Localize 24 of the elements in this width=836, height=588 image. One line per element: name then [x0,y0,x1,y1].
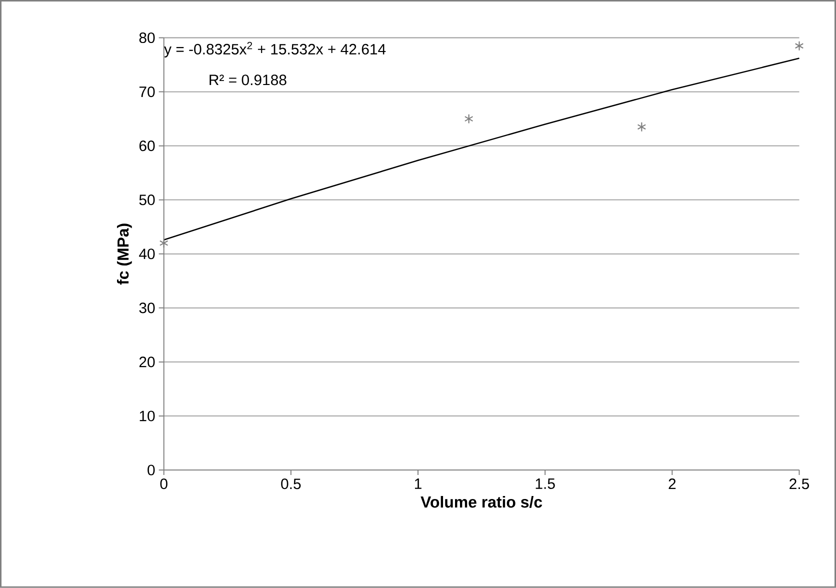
y-tick-label: 80 [139,32,155,44]
point [794,40,804,51]
y-axis-title: fc (MPa) [116,224,132,285]
x-tick-label: 1 [414,478,422,489]
y-tick-label: 70 [139,86,155,98]
y-tick-label: 30 [139,302,155,314]
y-tick-label: 10 [140,410,155,422]
y-tick-label: 50 [139,194,155,206]
point [637,122,646,132]
y-tick-label: 20 [139,356,155,368]
x-tick-label: 2.5 [790,478,810,490]
point [159,238,168,248]
x-tick-label: 0.5 [281,478,301,490]
y-tick-label: 40 [139,248,155,260]
y-tick-label: 0 [148,464,155,476]
y-tick-label: 60 [139,140,155,152]
line-series [163,58,800,241]
annotation: y = -0.8325x$^{2}$ + 15.532x + 42.614 [164,42,386,58]
x-axis-title: Volume ratio s/c [420,496,542,508]
point [464,114,474,124]
x-tick-label: 1.5 [536,478,555,490]
x-tick-label: 2 [668,478,676,490]
annotation: R² = 0.9188 [210,74,286,86]
x-tick-label: 0 [160,478,168,490]
